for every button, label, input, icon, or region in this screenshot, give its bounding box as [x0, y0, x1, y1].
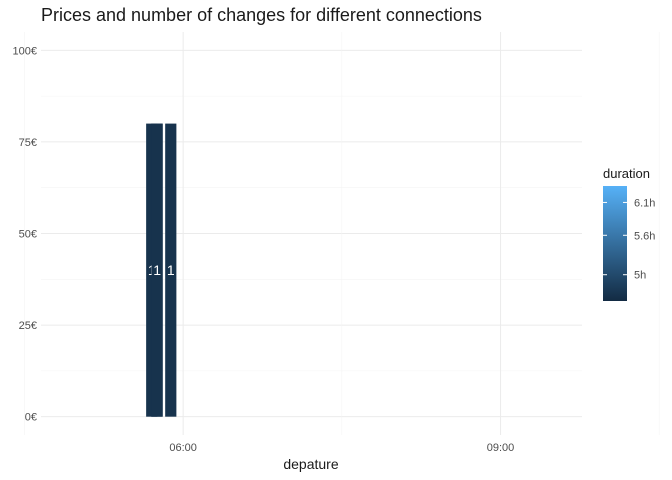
bar-label: 1 [153, 262, 161, 278]
x-tick-label: 09:00 [487, 442, 515, 454]
gridlines [24, 32, 660, 435]
legend-title: duration [603, 166, 650, 181]
y-axis-ticks: 0€ 25€ 50€ 75€ 100€ [13, 45, 37, 423]
x-axis-title: depature [283, 456, 338, 472]
bars: 1111 [146, 123, 177, 417]
y-tick-label: 25€ [19, 320, 37, 332]
legend-label: 6.1h [634, 197, 655, 209]
y-tick-label: 75€ [19, 137, 37, 149]
bar-label: 1 [167, 262, 175, 278]
chart-title: Prices and number of changes for differe… [41, 5, 482, 25]
y-tick-label: 50€ [19, 229, 37, 241]
y-tick-label: 100€ [13, 45, 37, 57]
legend-label: 5.6h [634, 230, 655, 242]
bar [165, 123, 177, 417]
legend: duration 6.1h 5.6h 5h [603, 166, 655, 301]
legend-colorbar [603, 186, 627, 301]
legend-label: 5h [634, 270, 646, 282]
y-tick-label: 0€ [25, 412, 37, 424]
bar [151, 123, 163, 417]
x-axis-ticks: 06:00 09:00 [169, 442, 514, 454]
x-tick-label: 06:00 [169, 442, 197, 454]
